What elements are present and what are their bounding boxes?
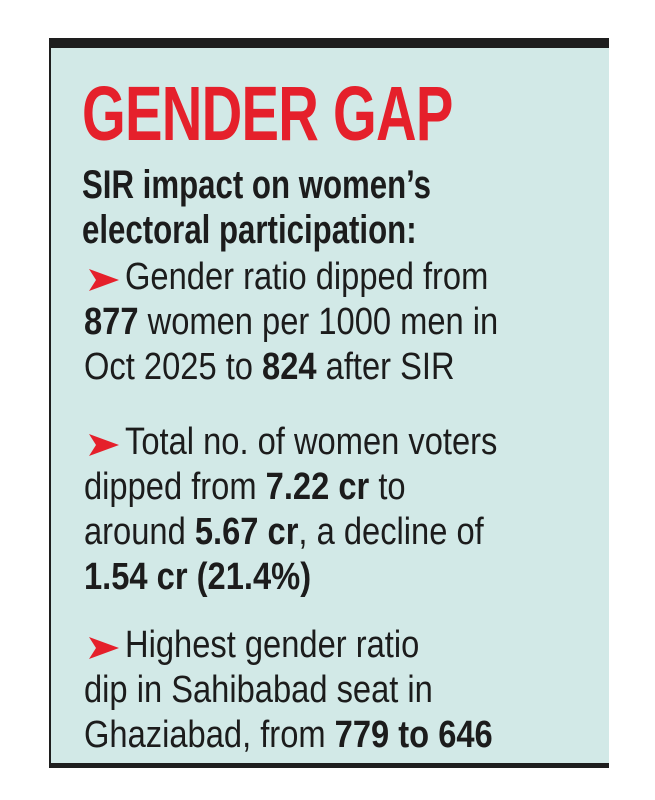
bullet-2-line-1: Total no. of women voters bbox=[125, 420, 497, 464]
highlight-figure: 1.54 cr (21.4%) bbox=[84, 556, 312, 598]
bullet-1-line-1: Gender ratio dipped from bbox=[125, 255, 488, 299]
bullet-text: Oct 2025 to bbox=[84, 346, 263, 388]
gender-gap-infobox: GENDER GAP SIR impact on women’s elector… bbox=[49, 38, 609, 768]
bullet-text: dip in Sahibabad seat in bbox=[84, 669, 433, 711]
bullet-2-line-2: dipped from 7.22 cr to bbox=[84, 465, 406, 509]
highlight-figure: 824 bbox=[262, 346, 317, 388]
highlight-figure: 5.67 cr bbox=[194, 511, 299, 553]
highlight-figure: 7.22 cr bbox=[265, 466, 370, 508]
bullet-2-line-4: 1.54 cr (21.4%) bbox=[84, 555, 311, 599]
bullet-3-line-2: dip in Sahibabad seat in bbox=[84, 668, 433, 712]
bullet-text: women per 1000 men in bbox=[138, 301, 499, 343]
bullet-text: Ghaziabad, from bbox=[84, 714, 335, 756]
bullet-text: dipped from bbox=[84, 466, 266, 508]
bullet-1-line-3: Oct 2025 to 824 after SIR bbox=[84, 345, 455, 389]
red-arrowhead-icon bbox=[89, 637, 119, 659]
bullet-1-line-2: 877 women per 1000 men in bbox=[84, 300, 498, 344]
title: GENDER GAP bbox=[82, 71, 453, 157]
highlight-figure: 877 bbox=[84, 301, 139, 343]
bullet-text: after SIR bbox=[316, 346, 455, 388]
bullet-3-line-3: Ghaziabad, from 779 to 646 bbox=[84, 713, 493, 757]
bullet-text: to bbox=[369, 466, 406, 508]
bullet-2-line-3: around 5.67 cr, a decline of bbox=[84, 510, 484, 554]
bullet-text: , a decline of bbox=[298, 511, 484, 553]
subtitle-line-1: SIR impact on women’s bbox=[82, 163, 432, 207]
bullet-text: Highest gender ratio bbox=[125, 624, 420, 666]
bullet-text: Gender ratio dipped from bbox=[125, 256, 489, 298]
red-arrowhead-icon bbox=[89, 434, 119, 456]
red-arrowhead-icon bbox=[89, 269, 119, 291]
bullet-text: Total no. of women voters bbox=[125, 421, 498, 463]
bullet-3-line-1: Highest gender ratio bbox=[125, 623, 419, 667]
bullet-text: around bbox=[84, 511, 195, 553]
highlight-figure: 779 to 646 bbox=[334, 714, 493, 756]
subtitle-line-2: electoral participation: bbox=[82, 208, 417, 252]
